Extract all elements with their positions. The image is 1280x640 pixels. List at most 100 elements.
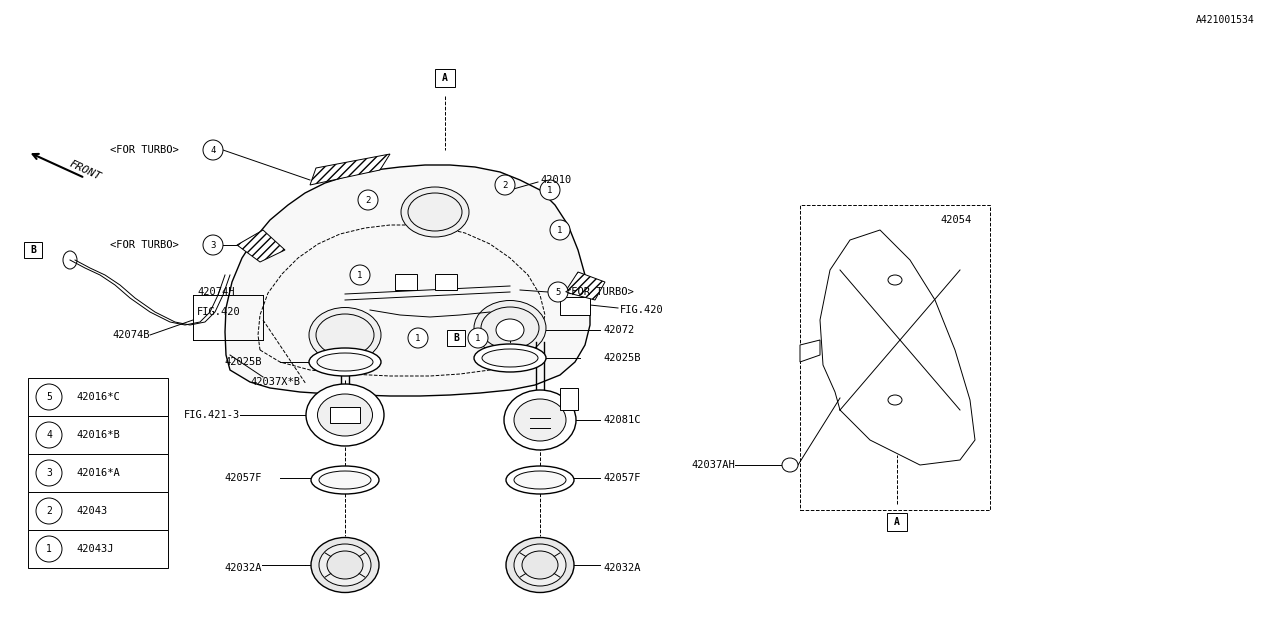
Circle shape [548,282,568,302]
Text: 42043: 42043 [76,506,108,516]
Bar [24,242,42,258]
Ellipse shape [515,399,566,441]
Text: A: A [893,517,900,527]
Text: 42032A: 42032A [603,563,640,573]
Circle shape [358,190,378,210]
Polygon shape [564,272,605,300]
Circle shape [36,460,61,486]
Text: 42057F: 42057F [224,473,262,483]
Text: 42072: 42072 [603,325,635,335]
Ellipse shape [497,319,524,341]
Circle shape [36,422,61,448]
Text: 3: 3 [210,241,216,250]
Ellipse shape [522,551,558,579]
Ellipse shape [888,275,902,285]
Bar [330,407,360,423]
Bar [28,378,168,416]
Text: 3: 3 [46,468,52,478]
Text: <FOR TURBO>: <FOR TURBO> [564,287,634,297]
Ellipse shape [483,349,538,367]
Text: 42054: 42054 [940,215,972,225]
Text: 5: 5 [46,392,52,402]
Circle shape [36,536,61,562]
Ellipse shape [506,466,573,494]
Circle shape [204,140,223,160]
Text: A: A [442,73,448,83]
Text: 1: 1 [357,271,362,280]
Text: 42016*A: 42016*A [76,468,120,478]
Ellipse shape [311,466,379,494]
Ellipse shape [306,384,384,446]
Text: <FOR TURBO>: <FOR TURBO> [110,145,179,155]
Text: 42081C: 42081C [603,415,640,425]
Text: 42016*B: 42016*B [76,430,120,440]
Ellipse shape [319,471,371,489]
Text: 2: 2 [502,180,508,189]
Bar [887,513,908,531]
Text: 1: 1 [548,186,553,195]
Text: 1: 1 [415,333,421,342]
Bar [28,492,168,530]
Text: 42037X*B: 42037X*B [250,377,300,387]
Text: 42037AH: 42037AH [691,460,735,470]
Circle shape [495,175,515,195]
Bar [28,454,168,492]
Ellipse shape [326,551,364,579]
Ellipse shape [317,353,372,371]
Text: <FOR TURBO>: <FOR TURBO> [110,240,179,250]
Text: 42074H: 42074H [197,287,234,297]
Text: 42074B: 42074B [113,330,150,340]
Ellipse shape [515,544,566,586]
Text: FIG.421-3: FIG.421-3 [184,410,241,420]
Bar [561,297,590,315]
Ellipse shape [474,344,547,372]
Ellipse shape [888,395,902,405]
Circle shape [36,384,61,410]
Circle shape [468,328,488,348]
Bar [28,530,168,568]
Text: 42032A: 42032A [224,563,262,573]
Circle shape [540,180,561,200]
Text: 2: 2 [365,195,371,205]
Polygon shape [237,230,285,262]
Ellipse shape [317,394,372,436]
Circle shape [408,328,428,348]
Text: 42010: 42010 [540,175,571,185]
Ellipse shape [401,187,468,237]
Ellipse shape [311,538,379,593]
Text: 42025B: 42025B [224,357,262,367]
Bar [447,330,465,346]
Polygon shape [800,340,820,362]
Text: 1: 1 [46,544,52,554]
Bar [28,416,168,454]
Text: 1: 1 [475,333,481,342]
Ellipse shape [782,458,797,472]
Ellipse shape [506,538,573,593]
Ellipse shape [474,301,547,355]
Polygon shape [225,165,590,396]
Text: B: B [29,245,36,255]
Ellipse shape [515,471,566,489]
Circle shape [36,498,61,524]
Ellipse shape [504,390,576,450]
Text: FIG.420: FIG.420 [620,305,664,315]
Bar [396,274,417,290]
Ellipse shape [308,307,381,362]
Text: A421001534: A421001534 [1197,15,1254,25]
Bar [435,274,457,290]
Text: FIG.420: FIG.420 [197,307,241,317]
Text: 5: 5 [556,287,561,296]
Text: 42016*C: 42016*C [76,392,120,402]
Bar [561,388,579,410]
Polygon shape [310,154,390,185]
Text: 2: 2 [46,506,52,516]
Bar [435,69,454,87]
Text: 42043J: 42043J [76,544,114,554]
Text: 42057F: 42057F [603,473,640,483]
Ellipse shape [319,544,371,586]
Circle shape [349,265,370,285]
Text: 42025B: 42025B [603,353,640,363]
Bar [800,205,989,510]
Text: FRONT: FRONT [68,159,102,182]
Text: 4: 4 [46,430,52,440]
